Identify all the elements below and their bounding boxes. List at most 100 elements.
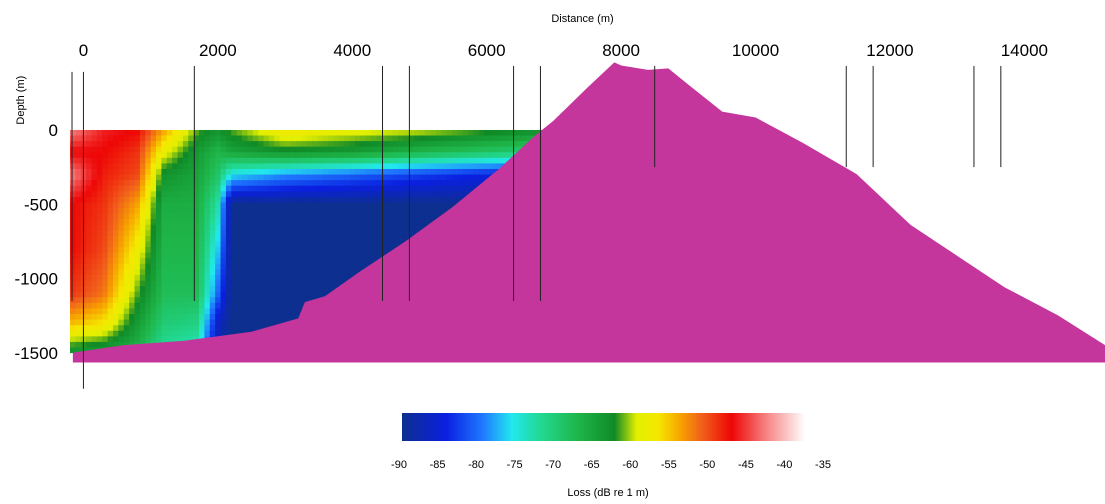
loss-cell — [172, 241, 179, 248]
loss-cell — [134, 224, 141, 231]
loss-cell — [75, 174, 82, 181]
loss-cell — [387, 129, 394, 137]
loss-cell — [231, 174, 238, 181]
loss-cell — [75, 219, 82, 226]
loss-cell — [247, 302, 254, 310]
loss-cell — [295, 135, 302, 142]
loss-cell — [204, 297, 211, 304]
loss-cell — [247, 146, 254, 153]
loss-cell — [91, 191, 98, 198]
loss-cell — [252, 258, 259, 265]
loss-cell — [268, 230, 275, 237]
loss-cell — [123, 146, 130, 153]
loss-cell — [156, 286, 163, 293]
loss-cell — [489, 135, 496, 142]
loss-cell — [311, 224, 318, 231]
loss-cell — [182, 185, 189, 192]
loss-cell — [322, 202, 329, 209]
loss-cell — [182, 263, 189, 271]
loss-cell — [91, 314, 98, 321]
loss-cell — [231, 314, 238, 321]
loss-cell — [129, 274, 136, 282]
loss-cell — [301, 224, 308, 231]
loss-cell — [182, 269, 189, 276]
loss-cell — [247, 258, 254, 265]
loss-cell — [86, 252, 93, 259]
loss-cell — [220, 258, 227, 265]
loss-cell — [204, 258, 211, 265]
loss-cell — [193, 191, 200, 198]
loss-cell — [220, 286, 227, 293]
loss-cell — [113, 336, 119, 343]
loss-cell — [365, 163, 372, 170]
loss-cell — [387, 213, 394, 220]
loss-cell — [129, 202, 136, 209]
loss-cell — [177, 202, 184, 209]
loss-cell — [328, 174, 335, 181]
loss-cell — [193, 208, 200, 215]
loss-cell — [322, 274, 329, 282]
loss-cell — [381, 129, 388, 137]
x-tick-label: 10000 — [732, 41, 779, 60]
loss-cell — [424, 202, 431, 209]
loss-cell — [258, 269, 265, 276]
loss-cell — [247, 325, 254, 332]
loss-cell — [258, 224, 265, 231]
loss-cell — [236, 297, 243, 304]
loss-cell — [279, 297, 286, 304]
loss-cell — [295, 286, 302, 293]
loss-cell — [199, 291, 206, 298]
loss-cell — [113, 174, 119, 181]
loss-cell — [231, 146, 238, 153]
loss-cell — [424, 185, 431, 192]
loss-cell — [231, 230, 238, 237]
loss-cell — [220, 291, 227, 298]
loss-cell — [317, 180, 324, 187]
loss-cell — [349, 247, 356, 254]
loss-cell — [145, 314, 152, 321]
loss-cell — [199, 325, 206, 332]
loss-cell — [156, 141, 163, 148]
loss-cell — [161, 302, 168, 310]
loss-cell — [414, 219, 421, 226]
loss-cell — [295, 263, 302, 271]
loss-cell — [199, 302, 206, 310]
loss-cell — [86, 196, 93, 204]
loss-cell — [123, 168, 130, 176]
loss-cell — [328, 202, 335, 209]
colorbar-ticks: -90 -85 -80 -75 -70 -65 -60 -55 -50 -45 -40 -35 — [391, 459, 831, 471]
loss-cell — [268, 135, 275, 142]
loss-cell — [129, 146, 136, 153]
loss-cell — [113, 341, 119, 349]
loss-cell — [354, 241, 361, 248]
loss-cell — [236, 146, 243, 153]
loss-cell — [247, 241, 254, 248]
colorbar-tick-label: -70 — [545, 459, 561, 471]
loss-cell — [204, 202, 211, 209]
loss-cell — [381, 230, 388, 237]
loss-cell — [220, 208, 227, 215]
loss-cell — [376, 202, 383, 209]
loss-cell — [139, 168, 146, 176]
loss-cell — [381, 163, 388, 170]
loss-cell — [242, 286, 249, 293]
loss-cell — [344, 129, 351, 137]
loss-cell — [166, 230, 173, 237]
loss-cell — [285, 314, 292, 321]
loss-cell — [484, 157, 490, 165]
loss-cell — [209, 247, 216, 254]
loss-cell — [70, 258, 76, 265]
loss-cell — [134, 202, 141, 209]
loss-cell — [285, 168, 292, 176]
loss-cell — [231, 252, 238, 259]
loss-cell — [263, 308, 270, 315]
loss-cell — [91, 274, 98, 282]
loss-cell — [96, 263, 103, 271]
loss-cell — [360, 219, 367, 226]
loss-cell — [252, 219, 259, 226]
loss-cell — [252, 314, 259, 321]
loss-cell — [397, 191, 404, 198]
loss-cell — [118, 258, 125, 265]
loss-cell — [279, 202, 286, 209]
loss-cell — [365, 235, 372, 243]
